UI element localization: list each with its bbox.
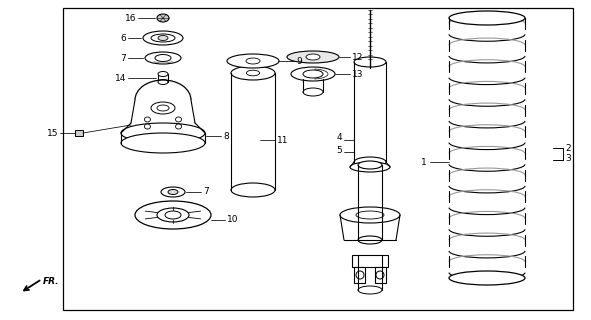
Ellipse shape <box>246 58 260 64</box>
Ellipse shape <box>143 31 183 45</box>
Ellipse shape <box>157 14 169 22</box>
Ellipse shape <box>151 102 175 114</box>
Ellipse shape <box>155 54 171 61</box>
Ellipse shape <box>157 208 189 222</box>
Text: 9: 9 <box>296 57 302 66</box>
Text: 3: 3 <box>565 154 571 163</box>
Text: 4: 4 <box>336 132 342 141</box>
Ellipse shape <box>121 123 205 143</box>
Text: 7: 7 <box>203 188 209 196</box>
Ellipse shape <box>158 71 168 76</box>
Ellipse shape <box>176 117 181 122</box>
Ellipse shape <box>340 207 400 223</box>
Text: 16: 16 <box>125 13 136 22</box>
Bar <box>354 267 365 283</box>
Bar <box>375 267 386 283</box>
Text: 8: 8 <box>223 132 229 140</box>
Ellipse shape <box>144 117 151 122</box>
Text: 2: 2 <box>565 143 571 153</box>
Ellipse shape <box>165 211 181 219</box>
Ellipse shape <box>161 187 185 197</box>
Ellipse shape <box>158 36 168 41</box>
Ellipse shape <box>231 66 275 80</box>
Ellipse shape <box>121 133 205 153</box>
Text: 1: 1 <box>421 157 427 166</box>
Ellipse shape <box>354 157 386 167</box>
Ellipse shape <box>231 183 275 197</box>
Ellipse shape <box>145 52 181 64</box>
Ellipse shape <box>291 67 335 81</box>
Ellipse shape <box>157 105 169 111</box>
Ellipse shape <box>376 271 384 279</box>
Text: 14: 14 <box>115 74 126 83</box>
Text: FR.: FR. <box>43 276 60 285</box>
Text: 7: 7 <box>120 53 126 62</box>
Bar <box>158 74 168 82</box>
Ellipse shape <box>354 57 386 67</box>
Ellipse shape <box>356 211 384 219</box>
Ellipse shape <box>449 271 525 285</box>
Text: 5: 5 <box>336 146 342 155</box>
Text: 10: 10 <box>227 215 239 225</box>
Bar <box>63 8 573 310</box>
Ellipse shape <box>135 201 211 229</box>
Ellipse shape <box>303 88 323 96</box>
Ellipse shape <box>168 189 178 195</box>
Ellipse shape <box>350 162 390 172</box>
Ellipse shape <box>303 70 323 78</box>
Ellipse shape <box>158 79 168 84</box>
Ellipse shape <box>287 51 339 63</box>
Ellipse shape <box>227 54 279 68</box>
Ellipse shape <box>358 236 382 244</box>
Ellipse shape <box>449 11 525 25</box>
Ellipse shape <box>306 54 320 60</box>
Ellipse shape <box>358 161 382 169</box>
Ellipse shape <box>358 286 382 294</box>
Ellipse shape <box>246 70 259 76</box>
Ellipse shape <box>176 124 181 129</box>
Ellipse shape <box>144 124 151 129</box>
Text: 13: 13 <box>352 69 363 78</box>
Text: 15: 15 <box>47 129 58 138</box>
Text: 12: 12 <box>352 52 363 61</box>
Ellipse shape <box>151 34 175 42</box>
Text: 11: 11 <box>277 135 288 145</box>
Text: 6: 6 <box>120 34 126 43</box>
Bar <box>75 130 83 136</box>
Bar <box>352 255 388 267</box>
Ellipse shape <box>356 271 364 279</box>
